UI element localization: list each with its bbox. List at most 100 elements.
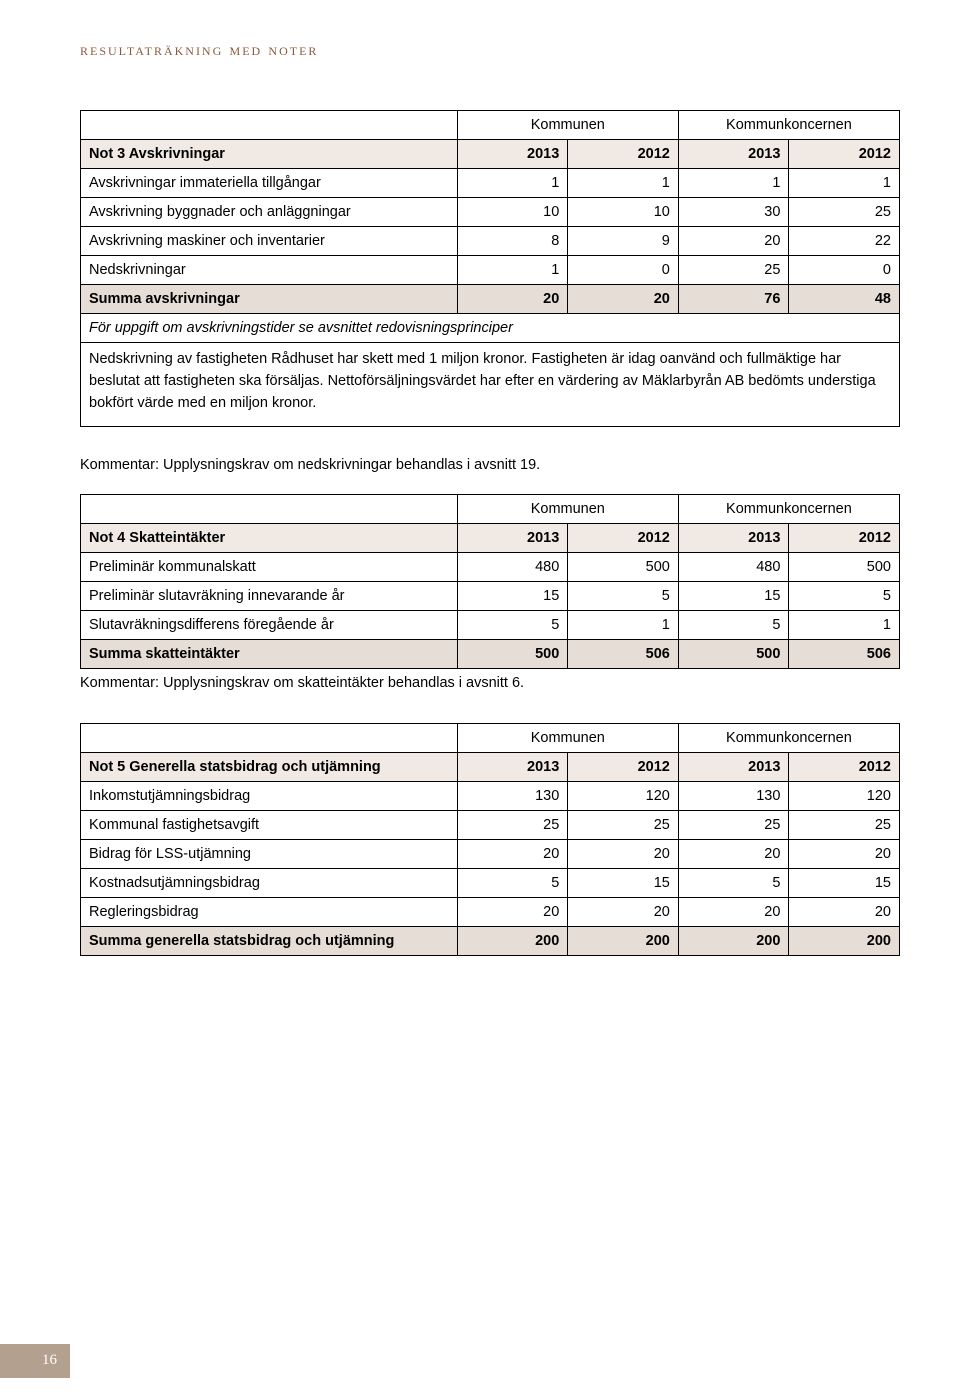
row-label: Bidrag för LSS-utjämning [81, 839, 458, 868]
cell: 25 [789, 198, 900, 227]
cell: 0 [789, 256, 900, 285]
comment-text: Kommentar: Upplysningskrav om nedskrivni… [80, 455, 900, 475]
row-label: Inkomstutjämningsbidrag [81, 781, 458, 810]
cell: 200 [457, 926, 568, 955]
table-row: Slutavräkningsdifferens föregående år 5 … [81, 610, 900, 639]
t1-title: Not 3 Avskrivningar [81, 140, 458, 169]
row-label: Preliminär kommunalskatt [81, 552, 458, 581]
cell: 1 [789, 610, 900, 639]
cell: 25 [568, 810, 679, 839]
group-kommunkoncernen: Kommunkoncernen [678, 494, 899, 523]
cell: 506 [789, 639, 900, 668]
cell: 20 [568, 285, 679, 314]
cell: 120 [789, 781, 900, 810]
year: 2013 [457, 140, 568, 169]
sum-row: Summa avskrivningar 20 20 76 48 [81, 285, 900, 314]
year: 2013 [678, 523, 789, 552]
cell: 25 [678, 256, 789, 285]
sum-row: Summa skatteintäkter 500 506 500 506 [81, 639, 900, 668]
cell: 0 [568, 256, 679, 285]
cell: 30 [678, 198, 789, 227]
cell: 1 [457, 256, 568, 285]
cell: 10 [457, 198, 568, 227]
year: 2012 [568, 140, 679, 169]
row-label: Avskrivningar immateriella tillgångar [81, 169, 458, 198]
cell: 22 [789, 227, 900, 256]
cell: 5 [789, 581, 900, 610]
cell: 8 [457, 227, 568, 256]
cell: 20 [457, 839, 568, 868]
row-label: Regleringsbidrag [81, 897, 458, 926]
year: 2013 [678, 752, 789, 781]
cell: 20 [568, 839, 679, 868]
row-label: Avskrivning byggnader och anläggningar [81, 198, 458, 227]
group-kommunkoncernen: Kommunkoncernen [678, 111, 899, 140]
cell: 500 [678, 639, 789, 668]
table-not5: Kommunen Kommunkoncernen Not 5 Generella… [80, 723, 900, 956]
year: 2012 [789, 752, 900, 781]
table-row: Avskrivning maskiner och inventarier 8 9… [81, 227, 900, 256]
cell: 5 [457, 610, 568, 639]
para-text: Nedskrivning av fastigheten Rådhuset har… [81, 343, 900, 427]
year: 2013 [457, 752, 568, 781]
cell: 25 [789, 810, 900, 839]
row-label: Preliminär slutavräkning innevarande år [81, 581, 458, 610]
cell: 506 [568, 639, 679, 668]
cell: 120 [568, 781, 679, 810]
table-row: Bidrag för LSS-utjämning 20 20 20 20 [81, 839, 900, 868]
group-kommunkoncernen: Kommunkoncernen [678, 723, 899, 752]
cell: 20 [568, 897, 679, 926]
cell: 48 [789, 285, 900, 314]
row-label: Kommunal fastighetsavgift [81, 810, 458, 839]
cell: 1 [568, 169, 679, 198]
sum-row: Summa generella statsbidrag och utjämnin… [81, 926, 900, 955]
cell: 20 [457, 897, 568, 926]
cell: 200 [789, 926, 900, 955]
cell: 15 [789, 868, 900, 897]
cell: 1 [568, 610, 679, 639]
year: 2012 [568, 752, 679, 781]
row-label: Nedskrivningar [81, 256, 458, 285]
cell: 200 [568, 926, 679, 955]
cell: 130 [678, 781, 789, 810]
year: 2012 [568, 523, 679, 552]
cell: 480 [678, 552, 789, 581]
cell: 9 [568, 227, 679, 256]
cell: 130 [457, 781, 568, 810]
cell: 200 [678, 926, 789, 955]
table-row: Avskrivning byggnader och anläggningar 1… [81, 198, 900, 227]
cell: 15 [457, 581, 568, 610]
year: 2012 [789, 140, 900, 169]
sum-label: Summa generella statsbidrag och utjämnin… [81, 926, 458, 955]
cell: 25 [457, 810, 568, 839]
cell: 480 [457, 552, 568, 581]
group-kommunen: Kommunen [457, 723, 678, 752]
table-row: Nedskrivningar 1 0 25 0 [81, 256, 900, 285]
cell: 500 [457, 639, 568, 668]
cell: 20 [678, 227, 789, 256]
table-row: Preliminär kommunalskatt 480 500 480 500 [81, 552, 900, 581]
sum-label: Summa avskrivningar [81, 285, 458, 314]
row-label: Avskrivning maskiner och inventarier [81, 227, 458, 256]
page-number: 16 [42, 1352, 57, 1369]
cell: 1 [457, 169, 568, 198]
cell: 25 [678, 810, 789, 839]
cell: 5 [568, 581, 679, 610]
year: 2012 [789, 523, 900, 552]
table-row: Inkomstutjämningsbidrag 130 120 130 120 [81, 781, 900, 810]
cell: 20 [678, 897, 789, 926]
cell: 5 [678, 610, 789, 639]
cell: 10 [568, 198, 679, 227]
comment-text: Kommentar: Upplysningskrav om skatteintä… [80, 673, 900, 693]
cell: 1 [678, 169, 789, 198]
table-row: Kommunal fastighetsavgift 25 25 25 25 [81, 810, 900, 839]
cell: 20 [789, 897, 900, 926]
para-row: Nedskrivning av fastigheten Rådhuset har… [81, 343, 900, 427]
table-row: Preliminär slutavräkning innevarande år … [81, 581, 900, 610]
cell: 20 [457, 285, 568, 314]
row-label: Kostnadsutjämningsbidrag [81, 868, 458, 897]
cell: 15 [678, 581, 789, 610]
note-text: För uppgift om avskrivningstider se avsn… [81, 314, 900, 343]
t3-title: Not 5 Generella statsbidrag och utjämnin… [81, 752, 458, 781]
cell: 20 [789, 839, 900, 868]
